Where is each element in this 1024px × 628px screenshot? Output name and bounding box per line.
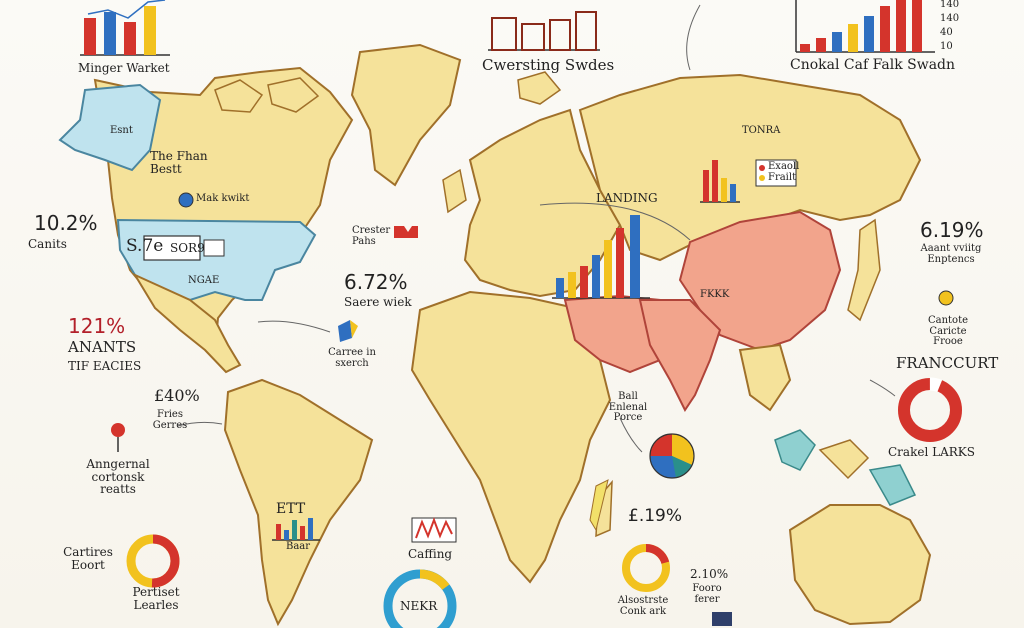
legend-box [755,159,797,187]
island-shape [868,464,917,506]
label-tonra: TONRA [742,125,781,136]
label-ball-enlenal: Ball Enlenal Porce [608,391,648,423]
axis-tick: 140 [940,13,960,24]
bar-chart-icon [488,11,600,51]
south-america-shape [223,378,374,627]
label-mak-kwikt: Mak kwikt [196,193,250,204]
label-ngae: NGAE [188,275,220,286]
label-crakel-larks: Crakel LARKS [888,445,975,459]
pushpin-icon [178,192,194,208]
mexico-shape [132,272,242,374]
stat-percent: 121% [68,314,126,338]
label-landing: LANDING [596,191,658,205]
australia-shape [788,504,932,626]
label-sorig: SOR9 [170,241,205,255]
label-exaoll-frailt: Exaoll Frailt [768,161,800,183]
label-saere-wiek: Saere wiek [344,295,412,309]
island-shape [774,429,816,471]
label-alsostrste: Alsostrste Conk ark [617,595,669,617]
bar-chart-icon [411,517,457,543]
donut-chart-icon [126,534,180,588]
label-box [203,239,225,257]
flag-icon [338,320,358,342]
axis-tick: 10 [940,41,953,52]
connector-line [869,379,896,397]
label-canits: Canits [28,237,67,251]
label-carree-in-sxerch: Carree in sxerch [328,347,376,369]
bar-chart-icon [80,0,170,56]
axis-tick: 40 [940,27,953,38]
legend-swatch [759,165,765,171]
label-baar: Baar [286,541,311,552]
japan-shape [847,218,881,322]
connector-line [257,320,331,333]
label-cantote: Cantote Caricte Frooe [927,315,969,347]
label-the-fhan-bestt: The Fhan Bestt [150,149,208,176]
label-minger-market: Minger Warket [78,61,170,75]
label-cnokal-caf-falk: Cnokal Caf Falk Swadn [790,57,956,73]
label-anants: ANANTS [68,338,137,356]
connector-line [619,417,643,453]
label-tir-eacies: TIF EACIES [68,359,142,373]
alaska-shape [58,83,162,172]
connector-line [539,202,691,241]
donut-chart-icon [383,569,457,628]
flag-icon [712,612,732,626]
flag-icon [589,479,609,532]
label-pertiset-learles: Pertiset Learles [132,585,180,612]
label-fkkk: FKKK [700,289,730,300]
label-ett: ETT [276,501,306,517]
label-s7e: S.7e [126,236,164,256]
label-box [143,235,201,261]
label-cwersting-swdes: Cwersting Swdes [482,56,615,74]
stat-percent: £.19% [628,506,683,526]
label-caffing: Caffing [408,547,453,561]
island-shape [818,439,870,480]
label-franccurt: FRANCCURT [896,354,999,372]
uk-shape [442,168,467,214]
donut-chart-icon [897,377,963,443]
stat-percent: £40% [154,386,200,405]
connector-line [686,4,701,71]
bar-chart-icon [700,160,740,203]
flag-icon [394,226,418,238]
label-cartires-eoort: Cartires Eoort [63,545,113,572]
donut-chart-icon [622,544,670,592]
pie-chart-icon [649,433,695,479]
bar-chart-icon [272,518,320,541]
axis-tick: 140 [940,0,960,10]
stat-percent: 10.2% [34,211,98,235]
arctic-island-shape [267,77,320,113]
bar-chart-icon [552,215,650,299]
stat-percent: 6.72% [344,270,408,294]
connector-line [177,421,223,427]
southeast-asia-shape [738,343,792,412]
bar-chart-icon [795,0,935,53]
india-shape [638,299,722,412]
china-shape [678,210,842,352]
arctic-island-shape [214,79,264,113]
legend-swatch [759,175,765,181]
svalbard-shape [517,71,562,105]
label-esnt: Esnt [110,125,133,136]
label-fries-gerres: Fries Gerres [152,409,188,431]
stat-percent: 2.10% [690,567,729,581]
greenland-shape [350,43,462,187]
stat-percent: 6.19% [920,218,984,242]
pushpin-icon [111,423,125,452]
label-fooro-ferer: Fooro ferer [692,583,722,605]
pushpin-icon [938,290,954,306]
label-crester-pahs: Crester Pahs [352,225,391,247]
label-anngernal: Anngernal cortonsk reatts [86,457,150,497]
label-nekr: NEKR [400,599,438,613]
label-aaant-vviitg: Aaant vviitg Enptencs [920,243,982,265]
